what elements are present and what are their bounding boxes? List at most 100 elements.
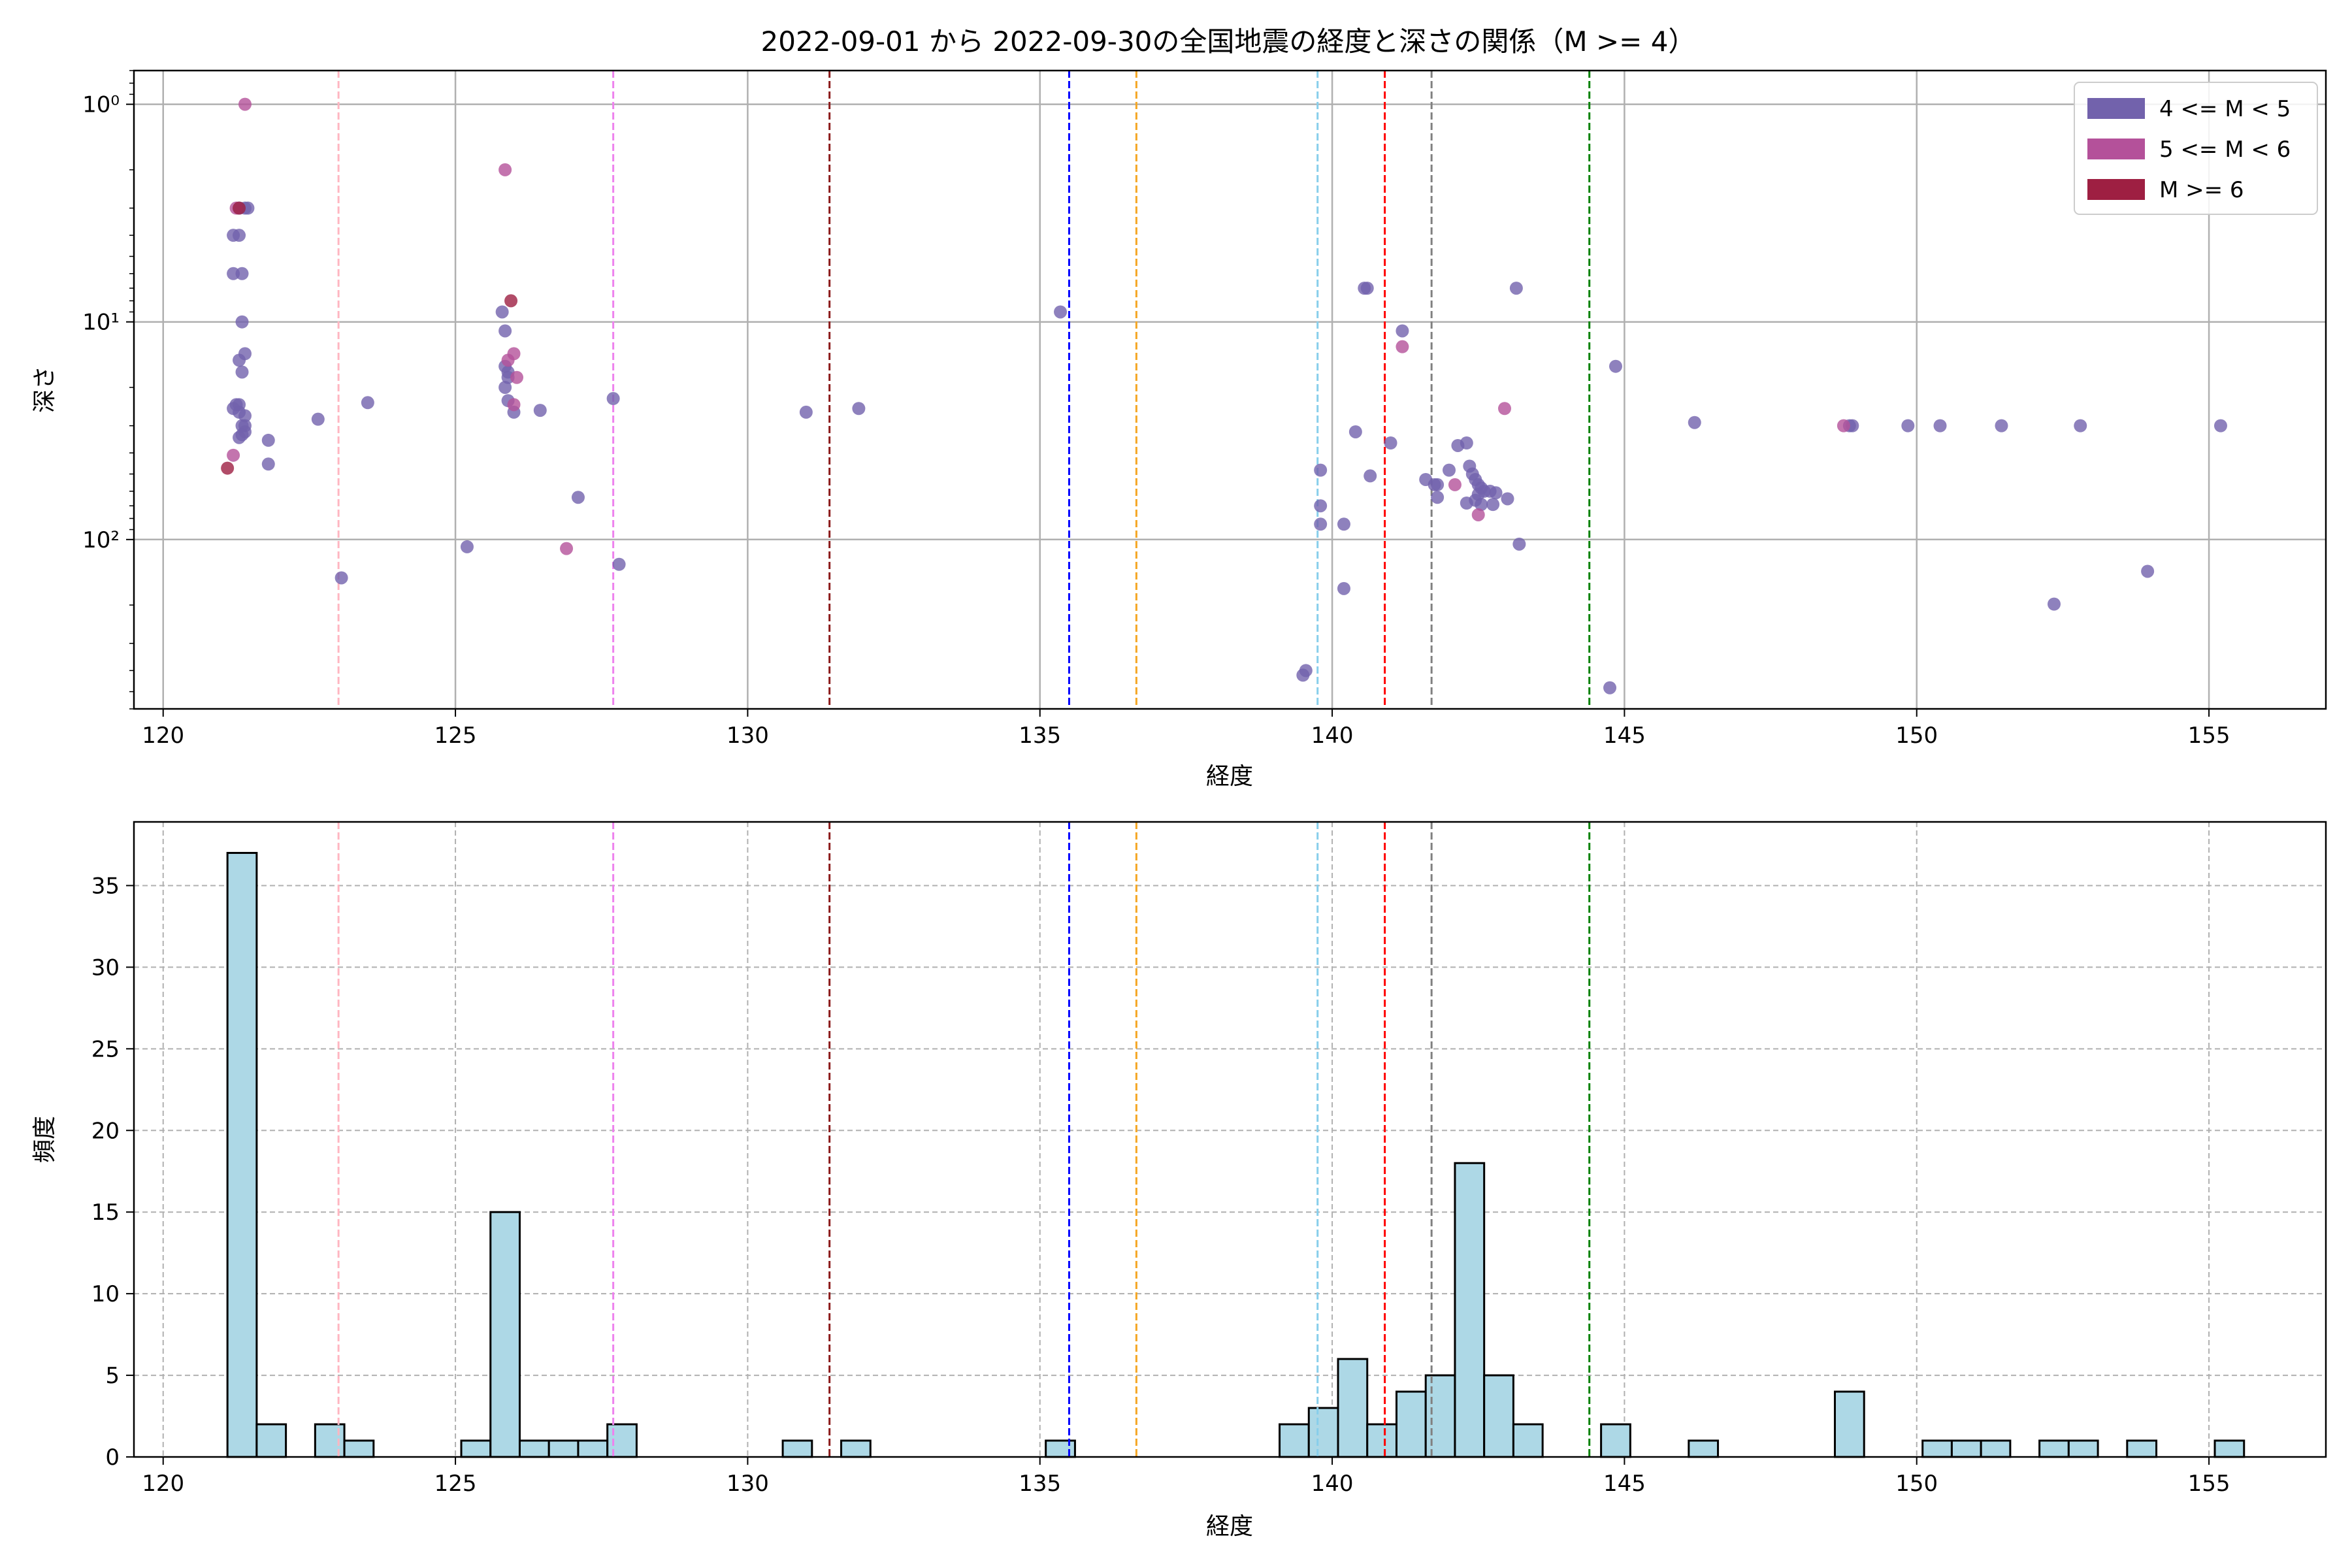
histogram-x-tick-label: 125 [434, 1471, 477, 1497]
histogram-x-axis-label: 経度 [1206, 1513, 1253, 1540]
scatter-point [261, 433, 275, 447]
histogram-bar [547, 1439, 580, 1458]
scatter-point [1428, 478, 1441, 491]
scatter-point [1299, 664, 1313, 678]
scatter-point [571, 491, 585, 504]
scatter-x-tick-label: 120 [142, 723, 184, 749]
scatter-point [1995, 419, 2008, 433]
scatter-point [238, 425, 252, 438]
histogram-y-tick-label: 0 [105, 1445, 120, 1471]
scatter-point [1933, 419, 1947, 433]
scatter-point [1384, 436, 1397, 450]
scatter-point [311, 412, 325, 426]
scatter-point [1489, 486, 1503, 500]
scatter-point [560, 542, 574, 555]
scatter-y-tick-label: 10¹ [82, 310, 120, 336]
scatter-point [460, 540, 474, 553]
histogram-x-tick-label: 145 [1603, 1471, 1646, 1497]
histogram-bar [1337, 1358, 1369, 1458]
scatter-point [1512, 537, 1526, 551]
scatter-x-ticks: 120 125 130 135 140 145 150 155 [142, 709, 2230, 749]
histogram-bar [2038, 1439, 2070, 1458]
scatter-point [498, 324, 512, 338]
scatter-point [361, 396, 374, 410]
scatter-points [221, 97, 2227, 694]
scatter-point [504, 294, 518, 308]
scatter-y-axis-label: 深さ [31, 366, 58, 413]
scatter-x-tick-label: 155 [2188, 723, 2230, 749]
scatter-point [1360, 282, 1374, 295]
histogram-bar [1980, 1439, 2012, 1458]
scatter-y-tick-label: 10⁰ [82, 92, 120, 118]
scatter-point [498, 163, 512, 176]
scatter-point [233, 201, 246, 215]
scatter-point [1314, 463, 1328, 477]
histogram-y-tick-label: 30 [91, 955, 120, 981]
scatter-point [507, 347, 521, 361]
histogram-bar [1688, 1439, 1720, 1458]
scatter-point [235, 315, 249, 329]
legend-label: 4 <= M < 5 [2159, 96, 2291, 122]
scatter-point [233, 405, 246, 419]
scatter-x-tick-label: 130 [727, 723, 769, 749]
histogram-y-tick-label: 5 [105, 1363, 120, 1389]
scatter-x-tick-label: 145 [1603, 723, 1646, 749]
scatter-point [335, 571, 348, 585]
scatter-x-tick-label: 125 [434, 723, 477, 749]
scatter-x-axis-label: 経度 [1206, 763, 1253, 790]
scatter-point [238, 97, 252, 111]
histogram-x-tick-label: 135 [1019, 1471, 1061, 1497]
histogram-bar [1366, 1423, 1397, 1458]
histogram-bar [1600, 1423, 1631, 1458]
scatter-point [1337, 581, 1350, 595]
histogram-bar [840, 1439, 872, 1458]
scatter-point [1054, 305, 1068, 319]
scatter-point [1497, 402, 1511, 416]
scatter-point [2213, 419, 2227, 433]
histogram-bar [781, 1439, 813, 1458]
histogram-y-ticks: 0 5 10 15 20 25 30 35 [91, 873, 134, 1471]
histogram-bar [2126, 1439, 2158, 1458]
scatter-grid [134, 71, 2326, 709]
scatter-point [1603, 681, 1617, 694]
scatter-point [2047, 597, 2061, 611]
histogram-panel: 120 125 130 135 140 145 150 155 05101520253035 … [31, 821, 2327, 1540]
scatter-point [612, 557, 626, 571]
scatter-point [261, 457, 275, 471]
scatter-x-tick-label: 150 [1895, 723, 1938, 749]
scatter-panel: 120 125 130 135 140 145 150 155 10⁰ 10¹ 10² 経度 深さ… [31, 69, 2327, 790]
scatter-point [1460, 436, 1473, 450]
histogram-bar [226, 851, 258, 1458]
scatter-point [1460, 497, 1473, 510]
histogram-grid [134, 822, 2326, 1458]
scatter-point [1509, 282, 1523, 295]
scatter-point [1901, 419, 1915, 433]
legend-swatch [2087, 179, 2145, 200]
histogram-x-tick-label: 155 [2188, 1471, 2230, 1497]
scatter-point [1471, 508, 1485, 521]
scatter-point [1475, 498, 1488, 512]
scatter-point [1688, 416, 1701, 429]
scatter-point [799, 405, 813, 419]
scatter-point [2074, 419, 2087, 433]
histogram-bar [255, 1423, 287, 1458]
histogram-bar [1833, 1390, 1865, 1458]
scatter-point [1337, 517, 1350, 531]
histogram-bar [314, 1423, 346, 1458]
histogram-bar [518, 1439, 550, 1458]
scatter-point [1431, 491, 1445, 504]
histogram-y-tick-label: 15 [91, 1200, 120, 1226]
scatter-plot-frame [133, 69, 2327, 710]
scatter-point [1501, 492, 1514, 506]
legend-swatch [2087, 98, 2145, 119]
histogram-x-tick-label: 140 [1311, 1471, 1354, 1497]
histogram-bar [2067, 1439, 2099, 1458]
scatter-point [507, 398, 521, 412]
scatter-point [1443, 463, 1456, 477]
scatter-legend: 4 <= M < 5 5 <= M < 6 M >= 6 [2074, 82, 2318, 215]
scatter-point [1314, 517, 1328, 531]
histogram-bar [343, 1439, 375, 1458]
scatter-point [227, 448, 240, 462]
scatter-reference-lines [337, 71, 1591, 709]
histogram-y-tick-label: 25 [91, 1036, 120, 1062]
